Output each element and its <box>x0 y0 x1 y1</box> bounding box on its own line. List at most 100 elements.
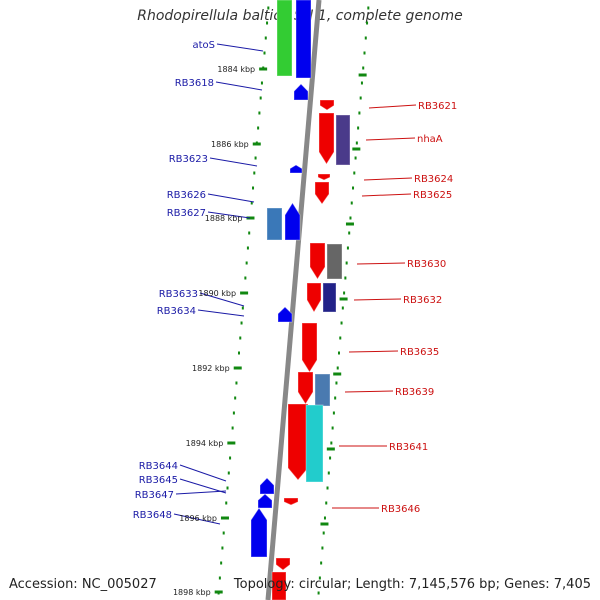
left-track-dot <box>239 336 242 340</box>
left-track-dot <box>220 561 223 565</box>
right-track-dot <box>321 546 324 550</box>
left-gene-label: RB3648 <box>133 510 172 521</box>
gene-blue <box>277 306 293 323</box>
right-leader-line <box>368 104 417 109</box>
left-leader-line <box>216 43 264 52</box>
right-track-dot <box>358 111 361 115</box>
major-tick <box>233 366 242 370</box>
major-tick <box>339 297 348 301</box>
gene-red <box>309 242 326 280</box>
kbp-label: 1890 kbp <box>198 289 236 298</box>
left-track-dot <box>226 486 229 490</box>
right-leader-line <box>361 193 412 197</box>
labels-layer: 1884 kbp 1886 kbp 1888 kbp 1890 kbp 1892 kbp… <box>133 40 458 597</box>
left-leader-line <box>215 81 263 91</box>
gene-steelblue <box>266 207 283 241</box>
right-track-dot <box>331 426 334 430</box>
kbp-label: 1892 kbp <box>192 364 230 373</box>
left-track-dot <box>222 531 225 535</box>
left-leader-line <box>179 464 227 482</box>
right-track-dot <box>323 516 326 520</box>
left-leader-line <box>175 490 227 495</box>
gene-blue <box>289 164 303 174</box>
left-gene-label: RB3645 <box>139 475 178 486</box>
left-track-dot <box>244 276 247 280</box>
right-track-dot <box>337 351 340 355</box>
right-track-dot <box>353 171 356 175</box>
accession-text: Accession: NC_005027 <box>9 577 157 592</box>
topology-text: Topology: circular; Length: 7,145,576 bp… <box>233 577 591 592</box>
major-tick <box>333 372 342 376</box>
right-track-dot <box>318 576 321 580</box>
left-leader-line <box>197 309 245 317</box>
left-track-dot <box>237 351 240 355</box>
right-gene-label: RB3621 <box>418 101 457 112</box>
left-track-dot <box>266 21 269 25</box>
left-track-dot <box>241 306 244 310</box>
right-leader-line <box>353 298 402 301</box>
left-track-dot <box>263 51 266 55</box>
right-track-dot <box>355 141 358 145</box>
right-track-dot <box>327 471 330 475</box>
right-track-dot <box>332 411 335 415</box>
right-track-dot <box>350 201 353 205</box>
gene-red <box>287 403 309 481</box>
left-track-dot <box>235 381 238 385</box>
genome-backbone <box>265 0 322 600</box>
left-track-dot <box>252 186 255 190</box>
right-track-dot <box>325 501 328 505</box>
left-track-dot <box>267 6 270 10</box>
left-gene-label: RB3618 <box>175 78 214 89</box>
right-gene-label: RB3632 <box>403 295 442 306</box>
gene-red <box>271 571 287 600</box>
left-track-dot <box>229 456 232 460</box>
major-tick <box>227 441 236 445</box>
right-gene-label: RB3630 <box>407 259 446 270</box>
gene-blue <box>295 0 312 79</box>
left-leader-line <box>209 157 258 167</box>
left-gene-label: RB3633 <box>159 289 198 300</box>
left-gene-label: RB3644 <box>139 461 178 472</box>
left-track-dot <box>218 576 221 580</box>
kbp-label: 1898 kbp <box>173 588 211 597</box>
gene-red <box>283 497 299 506</box>
genes-layer <box>250 0 351 600</box>
right-track-dot <box>345 261 348 265</box>
right-leader-line <box>365 137 416 141</box>
backbone-layer <box>265 0 322 600</box>
major-tick <box>352 147 361 151</box>
gene-blue <box>250 507 268 558</box>
right-leader-line <box>348 350 399 353</box>
major-tick <box>358 73 367 77</box>
right-leader-line <box>356 262 406 265</box>
left-gene-label: RB3626 <box>167 190 206 201</box>
left-track-dot <box>254 156 257 160</box>
leaders-layer <box>173 43 417 525</box>
right-gene-label: nhaA <box>417 134 443 145</box>
right-gene-label: RB3624 <box>414 174 453 185</box>
right-gene-label: RB3635 <box>400 347 439 358</box>
major-tick <box>246 216 255 220</box>
left-track-dot <box>245 261 248 265</box>
left-track-dot <box>227 471 230 475</box>
right-track-dot <box>344 276 347 280</box>
right-track-dot <box>320 561 323 565</box>
kbp-label: 1884 kbp <box>217 65 255 74</box>
gene-blue <box>284 202 301 241</box>
right-track-dot <box>340 321 343 325</box>
right-gene-label: RB3639 <box>395 387 434 398</box>
right-track-dot <box>364 36 367 40</box>
left-track-dot <box>234 396 237 400</box>
left-track-dot <box>259 96 262 100</box>
right-leader-line <box>363 177 413 181</box>
major-tick <box>220 516 229 520</box>
gene-gray <box>326 243 343 280</box>
left-leader-line <box>199 292 245 307</box>
left-track-dot <box>225 501 228 505</box>
right-track-dot <box>360 81 363 85</box>
left-track-dot <box>240 321 243 325</box>
right-track-dot <box>317 591 320 595</box>
right-track-dot <box>367 6 370 10</box>
left-track-dot <box>221 546 224 550</box>
